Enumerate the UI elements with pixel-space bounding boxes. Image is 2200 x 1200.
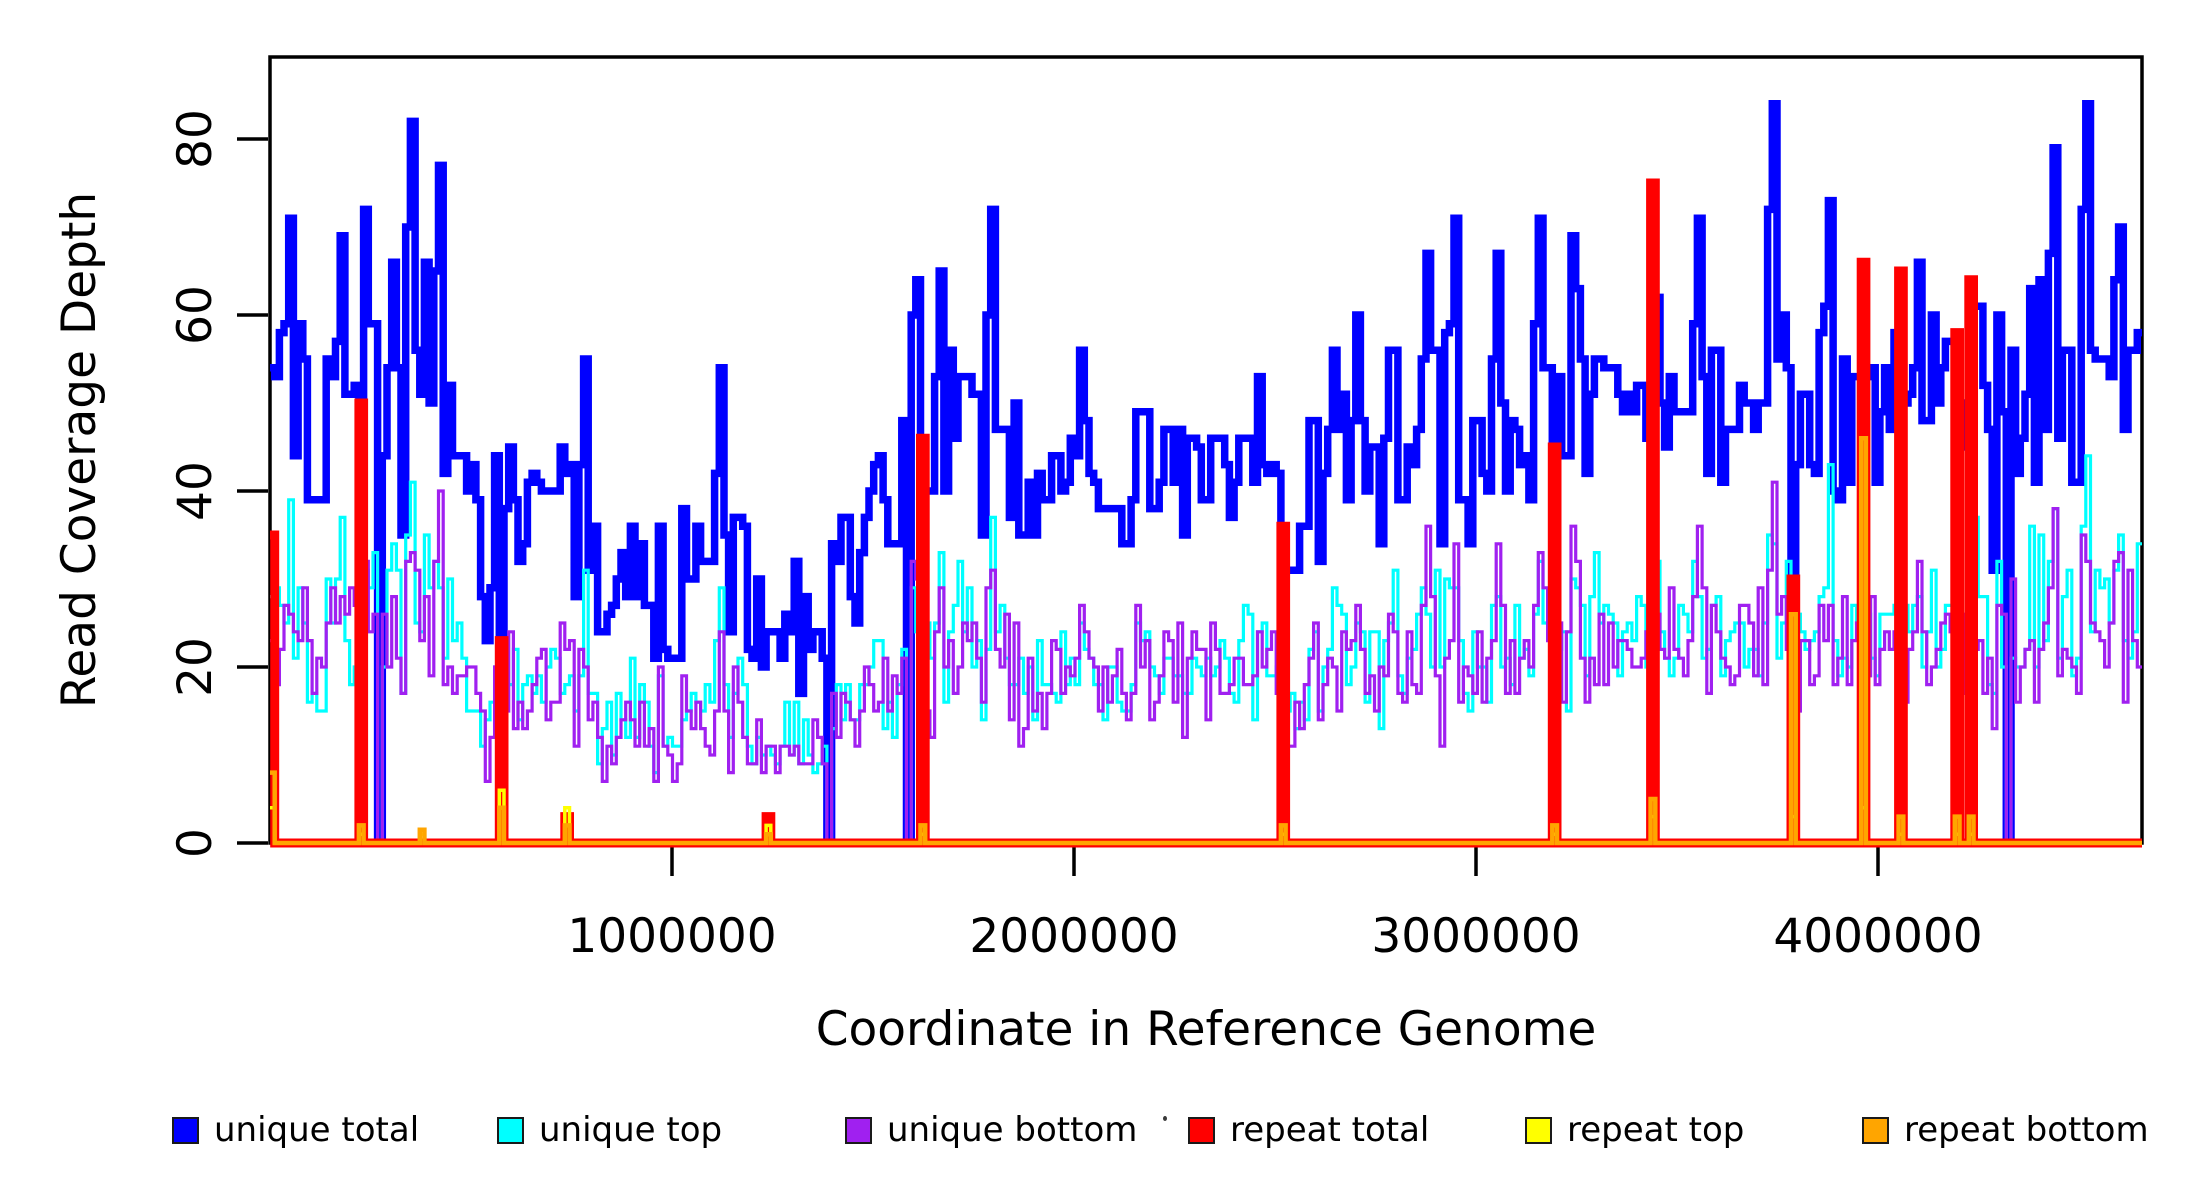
x-tick-label: 3000000	[1371, 909, 1580, 964]
legend-item-repeat-top: repeat top	[1525, 1110, 1744, 1150]
repeat-total-swatch-icon	[1188, 1116, 1215, 1144]
y-tick-label: 80	[168, 109, 223, 169]
legend-label: unique bottom	[887, 1110, 1138, 1150]
y-tick-label: 40	[168, 461, 223, 521]
legend-label: repeat top	[1567, 1110, 1745, 1150]
unique-total-swatch-icon	[172, 1116, 199, 1144]
unique-top-swatch-icon	[497, 1116, 524, 1144]
series-repeat-bottom	[270, 435, 2142, 846]
series-unique-top	[270, 454, 2142, 845]
y-axis-ticks: 0 20 40 60 80	[168, 109, 268, 858]
y-tick-label: 0	[168, 828, 223, 858]
legend-item-unique-bottom: unique bottom	[845, 1110, 1137, 1150]
x-tick-label: 1000000	[567, 909, 776, 964]
x-axis-title: Coordinate in Reference Genome	[816, 1002, 1597, 1057]
legend-label: repeat bottom	[1904, 1110, 2149, 1150]
repeat-bottom-swatch-icon	[1862, 1116, 1889, 1144]
legend-label: repeat total	[1230, 1110, 1430, 1150]
legend-item-unique-total: unique total	[172, 1110, 419, 1150]
unique-bottom-swatch-icon	[845, 1116, 872, 1144]
series-layer	[270, 100, 2142, 848]
x-tick-label: 2000000	[969, 909, 1178, 964]
y-axis-title: Read Coverage Depth	[52, 192, 107, 708]
series-unique-bottom	[270, 480, 2142, 845]
legend-item-unique-top: unique top	[497, 1110, 722, 1150]
x-axis-ticks: 1000000 2000000 3000000 4000000	[567, 845, 1983, 964]
legend-label: unique total	[214, 1110, 420, 1150]
y-tick-label: 20	[168, 637, 223, 697]
series-unique-total	[270, 100, 2142, 847]
repeat-top-swatch-icon	[1525, 1116, 1552, 1144]
stray-mark	[1163, 1116, 1167, 1121]
y-tick-label: 60	[168, 285, 223, 345]
legend: unique total unique top unique bottom re…	[0, 1110, 2200, 1158]
legend-label: unique top	[539, 1110, 723, 1150]
x-tick-label: 4000000	[1773, 909, 1982, 964]
legend-item-repeat-total: repeat total	[1188, 1110, 1429, 1150]
legend-item-repeat-bottom: repeat bottom	[1862, 1110, 2149, 1150]
